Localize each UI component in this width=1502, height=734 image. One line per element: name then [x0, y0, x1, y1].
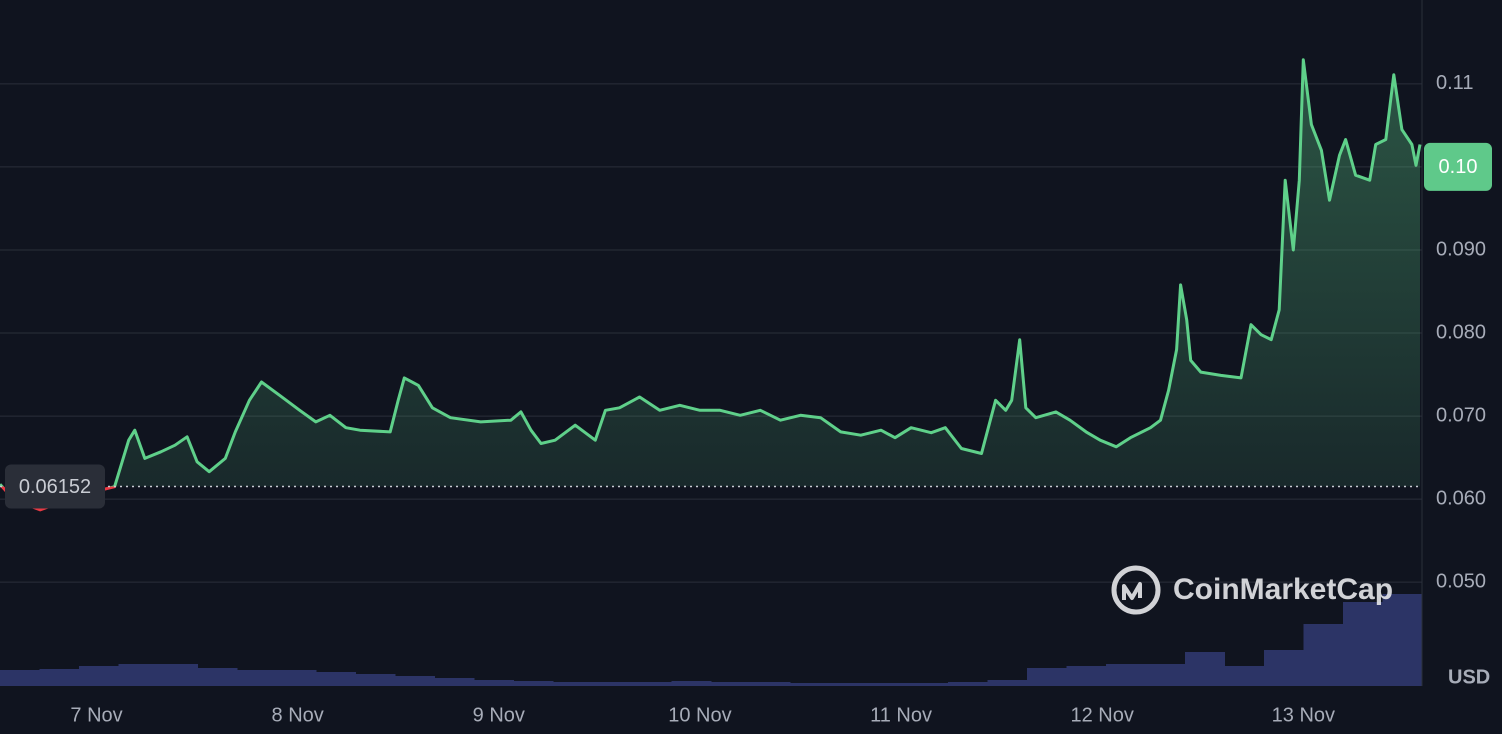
price-area — [0, 59, 1420, 487]
volume-bar — [316, 672, 356, 686]
volume-bar — [1343, 602, 1383, 686]
x-tick-label: 11 Nov — [870, 704, 932, 726]
current-price-badge — [1424, 142, 1492, 191]
price-line — [0, 58, 1422, 487]
volume-bar — [0, 670, 40, 686]
x-tick-label: 12 Nov — [1071, 704, 1134, 726]
volume-bar — [790, 683, 830, 686]
y-tick-label: 0.090 — [1436, 238, 1486, 260]
volume-bar — [908, 683, 949, 686]
volume-bar — [1145, 664, 1186, 686]
volume-bar — [1106, 664, 1146, 686]
volume-bar — [1066, 666, 1107, 686]
volume-bar — [750, 682, 791, 686]
volume-bar — [395, 676, 435, 686]
volume-bar — [79, 666, 119, 686]
volume-bar — [1303, 624, 1344, 686]
volume-bar — [474, 680, 514, 686]
volume-bar — [671, 681, 712, 686]
volume-bar — [118, 664, 159, 686]
volume-bar — [869, 683, 909, 686]
volume-bar — [1224, 666, 1265, 686]
baseline-label: 0.06152 — [19, 476, 91, 498]
volume-bar — [987, 680, 1028, 686]
x-tick-label: 8 Nov — [272, 704, 324, 726]
volume-bar — [553, 682, 593, 686]
volume-bar — [1185, 652, 1225, 686]
x-tick-label: 9 Nov — [473, 704, 525, 726]
volume-bar — [1382, 594, 1423, 686]
volume-bar — [276, 670, 317, 686]
volume-bar — [1027, 668, 1067, 686]
volume-bar — [829, 683, 870, 686]
baseline-badge — [5, 464, 105, 509]
volume-bar — [237, 670, 277, 686]
y-tick-label: 0.070 — [1436, 404, 1486, 426]
logo — [1111, 565, 1161, 615]
volume-bar — [39, 669, 80, 686]
volume-bar — [158, 664, 198, 686]
watermark-text: CoinMarketCap — [1173, 573, 1393, 606]
volume-bar — [197, 668, 238, 686]
volume-bar — [948, 682, 988, 686]
volume-bar — [711, 682, 751, 686]
current-price-label: 0.10 — [1439, 156, 1478, 178]
x-tick-label: 13 Nov — [1272, 704, 1335, 726]
volume-bar — [632, 682, 672, 686]
currency-label: USD — [1448, 666, 1490, 688]
watermark: CoinMarketCap — [1111, 565, 1393, 615]
volume-bar — [434, 678, 475, 686]
volume-bar — [592, 682, 633, 686]
y-tick-label: 0.11 — [1436, 72, 1473, 94]
y-tick-label: 0.080 — [1436, 321, 1486, 343]
volume-bar — [355, 674, 396, 686]
volume-bar — [513, 681, 554, 686]
x-tick-label: 10 Nov — [668, 704, 731, 726]
y-tick-label: 0.050 — [1436, 570, 1486, 592]
volume-bar — [1264, 650, 1304, 686]
y-tick-label: 0.060 — [1436, 487, 1486, 509]
x-tick-label: 7 Nov — [70, 704, 122, 726]
logo-mark — [1122, 582, 1142, 600]
